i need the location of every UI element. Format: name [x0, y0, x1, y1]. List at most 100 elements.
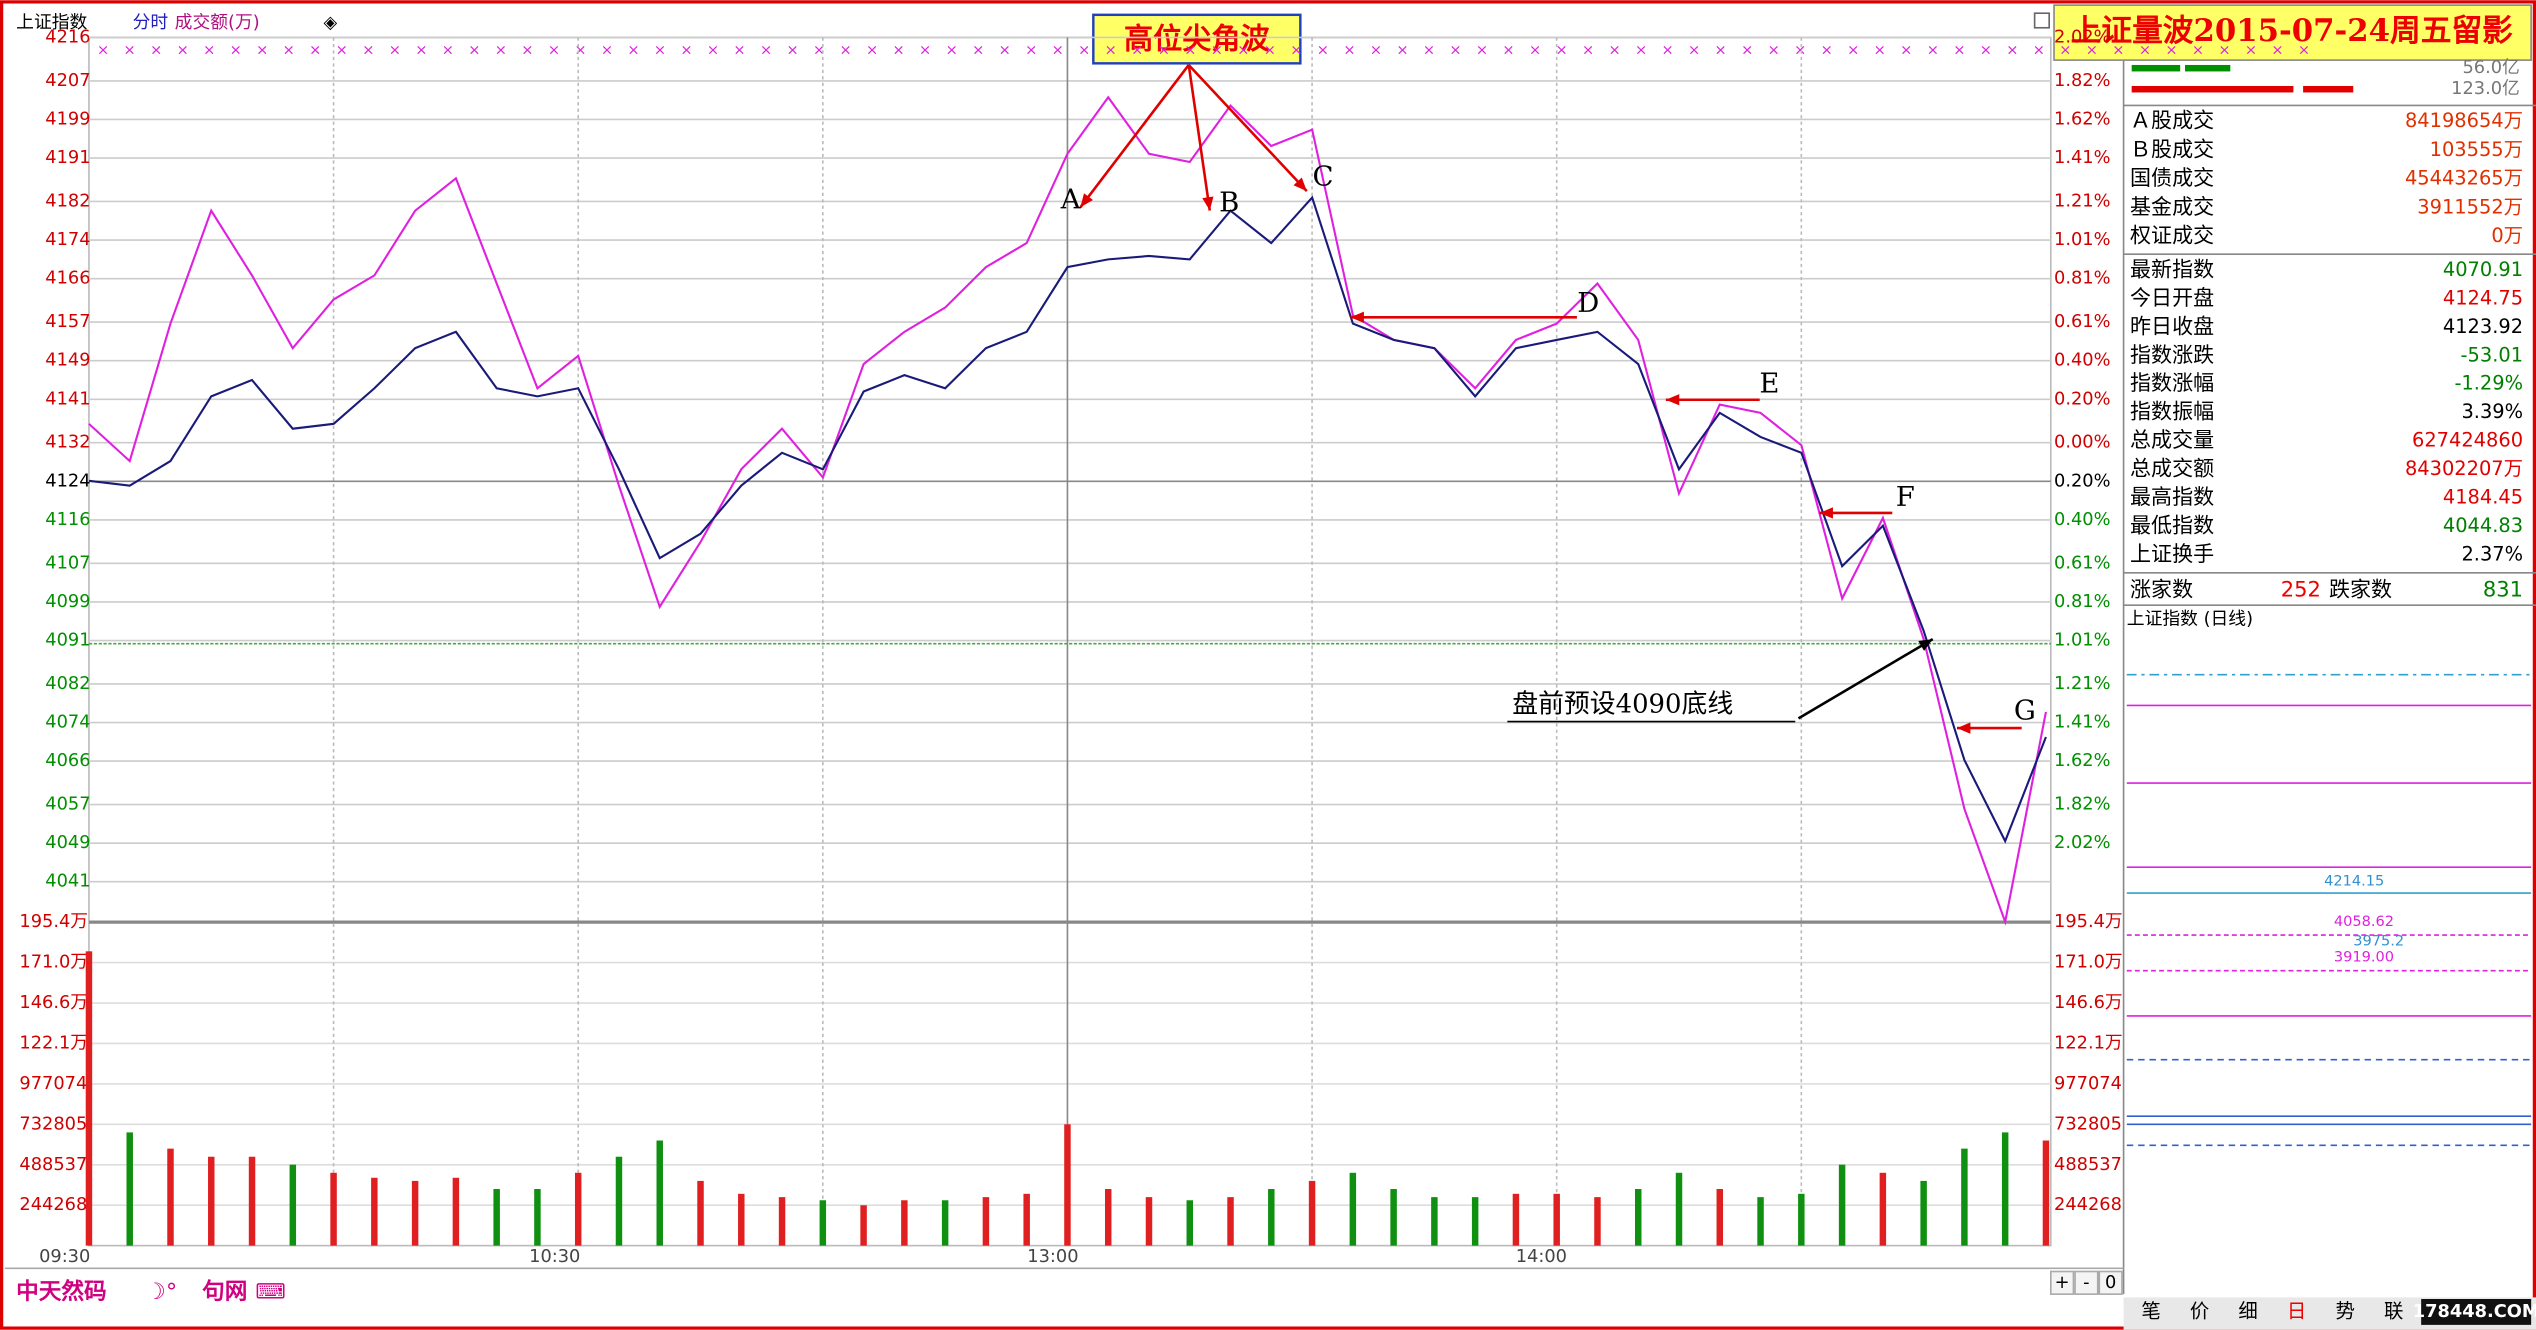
pct-tick-label: 1.41% [2054, 147, 2111, 168]
dec-label: 跌家数 [2329, 577, 2392, 602]
daily-title: 上证指数 (日线) [2127, 609, 2253, 630]
volume-bar [1349, 1172, 1357, 1246]
bar-label: 123.0亿 [2451, 78, 2520, 99]
volume-bar [982, 1197, 990, 1246]
tab[interactable]: 成交额(万) [175, 12, 260, 33]
index-line [88, 195, 2047, 844]
max-button[interactable] [2033, 12, 2050, 29]
time-label: 13:00 [1027, 1246, 1078, 1267]
tab[interactable]: 分时 [133, 12, 169, 33]
pct-tick-label: 0.81% [2054, 591, 2111, 612]
pct-tick-label: 0.61% [2054, 552, 2111, 573]
panel-tab[interactable]: 细 [2238, 1299, 2257, 1322]
daily-price: 4214.15 [2324, 873, 2384, 890]
volume-bar [2042, 1140, 2050, 1246]
volume-tick-label: 195.4万 [19, 911, 88, 932]
price-tick-label: 4099 [45, 591, 90, 612]
button[interactable] [2074, 1270, 2099, 1295]
volume-bar [1798, 1193, 1805, 1246]
pct-tick-label: 0.40% [2054, 509, 2111, 530]
price-tick-label: 4132 [45, 432, 90, 453]
button-label[interactable]: + [2055, 1272, 2070, 1293]
row-value: 4044.83 [2443, 514, 2523, 537]
annotation-point: F [1896, 481, 1915, 513]
panel-tab[interactable]: 联 [2384, 1299, 2403, 1322]
volume-bar [1920, 1180, 1927, 1246]
price-tick-label: 4116 [45, 509, 90, 530]
volume-tick-label: 195.4万 [2054, 911, 2123, 932]
annotation-point: D [1577, 287, 1599, 319]
site-box [2421, 1299, 2532, 1325]
price-tick-label: 4166 [45, 268, 90, 289]
volume-bar [1594, 1197, 1601, 1246]
panel-tab[interactable]: 势 [2335, 1299, 2354, 1322]
row-label: 总成交额 [2130, 456, 2214, 481]
volume-tick-label: 977074 [2054, 1073, 2122, 1094]
row-value: 84198654万 [2405, 109, 2523, 132]
volume-bar [941, 1200, 949, 1246]
volume-bar [1757, 1197, 1764, 1246]
logo-box [6, 1271, 298, 1314]
row-value: -1.29% [2454, 372, 2523, 395]
volume-tick-label: 488537 [2054, 1154, 2122, 1175]
icon[interactable]: ◈ [323, 12, 337, 33]
volume-bar [534, 1189, 541, 1246]
price-tick-label: 4107 [45, 552, 90, 573]
price-tick-label: 4074 [45, 712, 90, 733]
volume-tick-label: 244268 [19, 1194, 87, 1215]
logo: 句网 [202, 1278, 247, 1305]
button-label[interactable]: 0 [2105, 1272, 2116, 1293]
button-label[interactable]: - [2083, 1272, 2089, 1293]
pct-tick-label: 0.40% [2054, 350, 2111, 371]
price-tick-label: 4199 [45, 108, 90, 129]
price-tick-label: 4066 [45, 750, 90, 771]
volume-bar [819, 1200, 827, 1246]
arrow-head [1293, 177, 1307, 192]
logo-icon: ⌨ [256, 1279, 286, 1304]
pct-tick-label: 2.02% [2054, 832, 2111, 853]
price-tick-label: 4191 [45, 147, 90, 168]
pct-tick-label: 1.41% [2054, 712, 2111, 733]
button[interactable] [2049, 1270, 2075, 1295]
row-value: 84302207万 [2405, 457, 2523, 480]
row-label: 总成交量 [2130, 427, 2214, 452]
time-label: 14:00 [1516, 1246, 1567, 1267]
pct-tick-label: 0.20% [2054, 470, 2111, 491]
volume-tick-label: 732805 [2054, 1113, 2122, 1134]
panel-tab[interactable]: 日 [2287, 1299, 2306, 1322]
volume-bar [1023, 1193, 1030, 1246]
annotation-point: G [2014, 694, 2036, 726]
panel-tab[interactable]: 价 [2190, 1299, 2209, 1322]
arrow [1187, 64, 1212, 211]
price-tick-label: 4207 [45, 70, 90, 91]
pct-tick-label: 1.62% [2054, 750, 2111, 771]
row-label: 基金成交 [2130, 194, 2214, 219]
row-value: 3.39% [2461, 400, 2523, 423]
volume-bar [167, 1148, 174, 1246]
arrow-head [1350, 311, 1364, 323]
volume-bar [1635, 1189, 1642, 1246]
volume-tick-label: 122.1万 [19, 1032, 88, 1053]
arrow-head [1918, 639, 1933, 651]
arrow-head [1080, 193, 1094, 208]
bar-label: 56.0亿 [2462, 57, 2519, 78]
volume-bar [1838, 1164, 1846, 1246]
annotation-box [1092, 13, 1302, 65]
volume-bar [208, 1156, 215, 1246]
site[interactable]: 178448.COM [2413, 1301, 2536, 1322]
row-label: 指数振幅 [2130, 399, 2214, 424]
pct-tick-label: 1.01% [2054, 630, 2111, 651]
row-label: 最低指数 [2130, 513, 2214, 538]
volume-bar [289, 1164, 297, 1246]
volume-bar [697, 1180, 704, 1246]
button[interactable] [2098, 1270, 2123, 1295]
row-label: Ｂ股成交 [2130, 136, 2214, 161]
volume-bar [901, 1200, 908, 1246]
dec: 831 [2483, 577, 2523, 602]
index-name: 上证指数 [16, 12, 87, 33]
pct-tick-label: 0.61% [2054, 311, 2111, 332]
panel-tab[interactable]: 笔 [2141, 1299, 2160, 1322]
daily-price: 3975.2 [2353, 933, 2404, 950]
pct-tick-label: 0.00% [2054, 432, 2111, 453]
